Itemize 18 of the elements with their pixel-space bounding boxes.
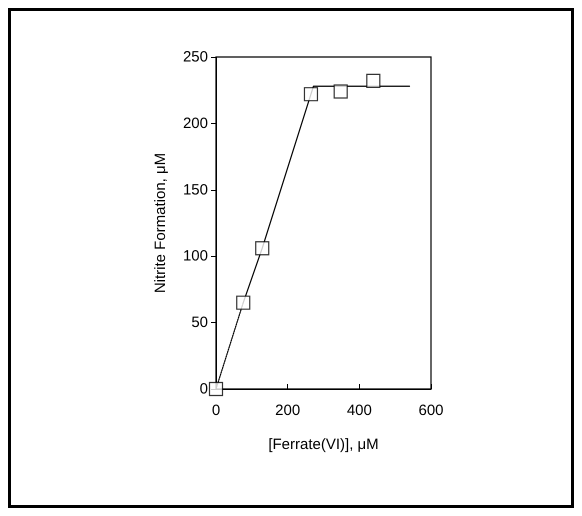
x-tick-label: 400 bbox=[346, 402, 372, 419]
y-tick-label: 100 bbox=[182, 248, 208, 265]
y-tick-label: 0 bbox=[200, 380, 208, 398]
y-tick-label: 50 bbox=[191, 314, 208, 332]
y-tick-label: 250 bbox=[182, 48, 208, 66]
point bbox=[366, 74, 380, 88]
point bbox=[255, 241, 270, 256]
point bbox=[334, 84, 348, 99]
x-tick-label: 600 bbox=[418, 402, 444, 419]
x-axis-title: [Ferrate(VI)], μM bbox=[268, 436, 379, 453]
point bbox=[236, 296, 250, 310]
y-axis-title: Nitrite Formation, μM bbox=[152, 152, 169, 294]
y-tick-label: 200 bbox=[182, 114, 208, 132]
y-tick-label: 150 bbox=[182, 181, 208, 198]
point bbox=[304, 87, 318, 102]
x-tick-label: 200 bbox=[275, 402, 300, 419]
x-tick-label: 0 bbox=[212, 402, 220, 419]
point bbox=[208, 382, 224, 396]
